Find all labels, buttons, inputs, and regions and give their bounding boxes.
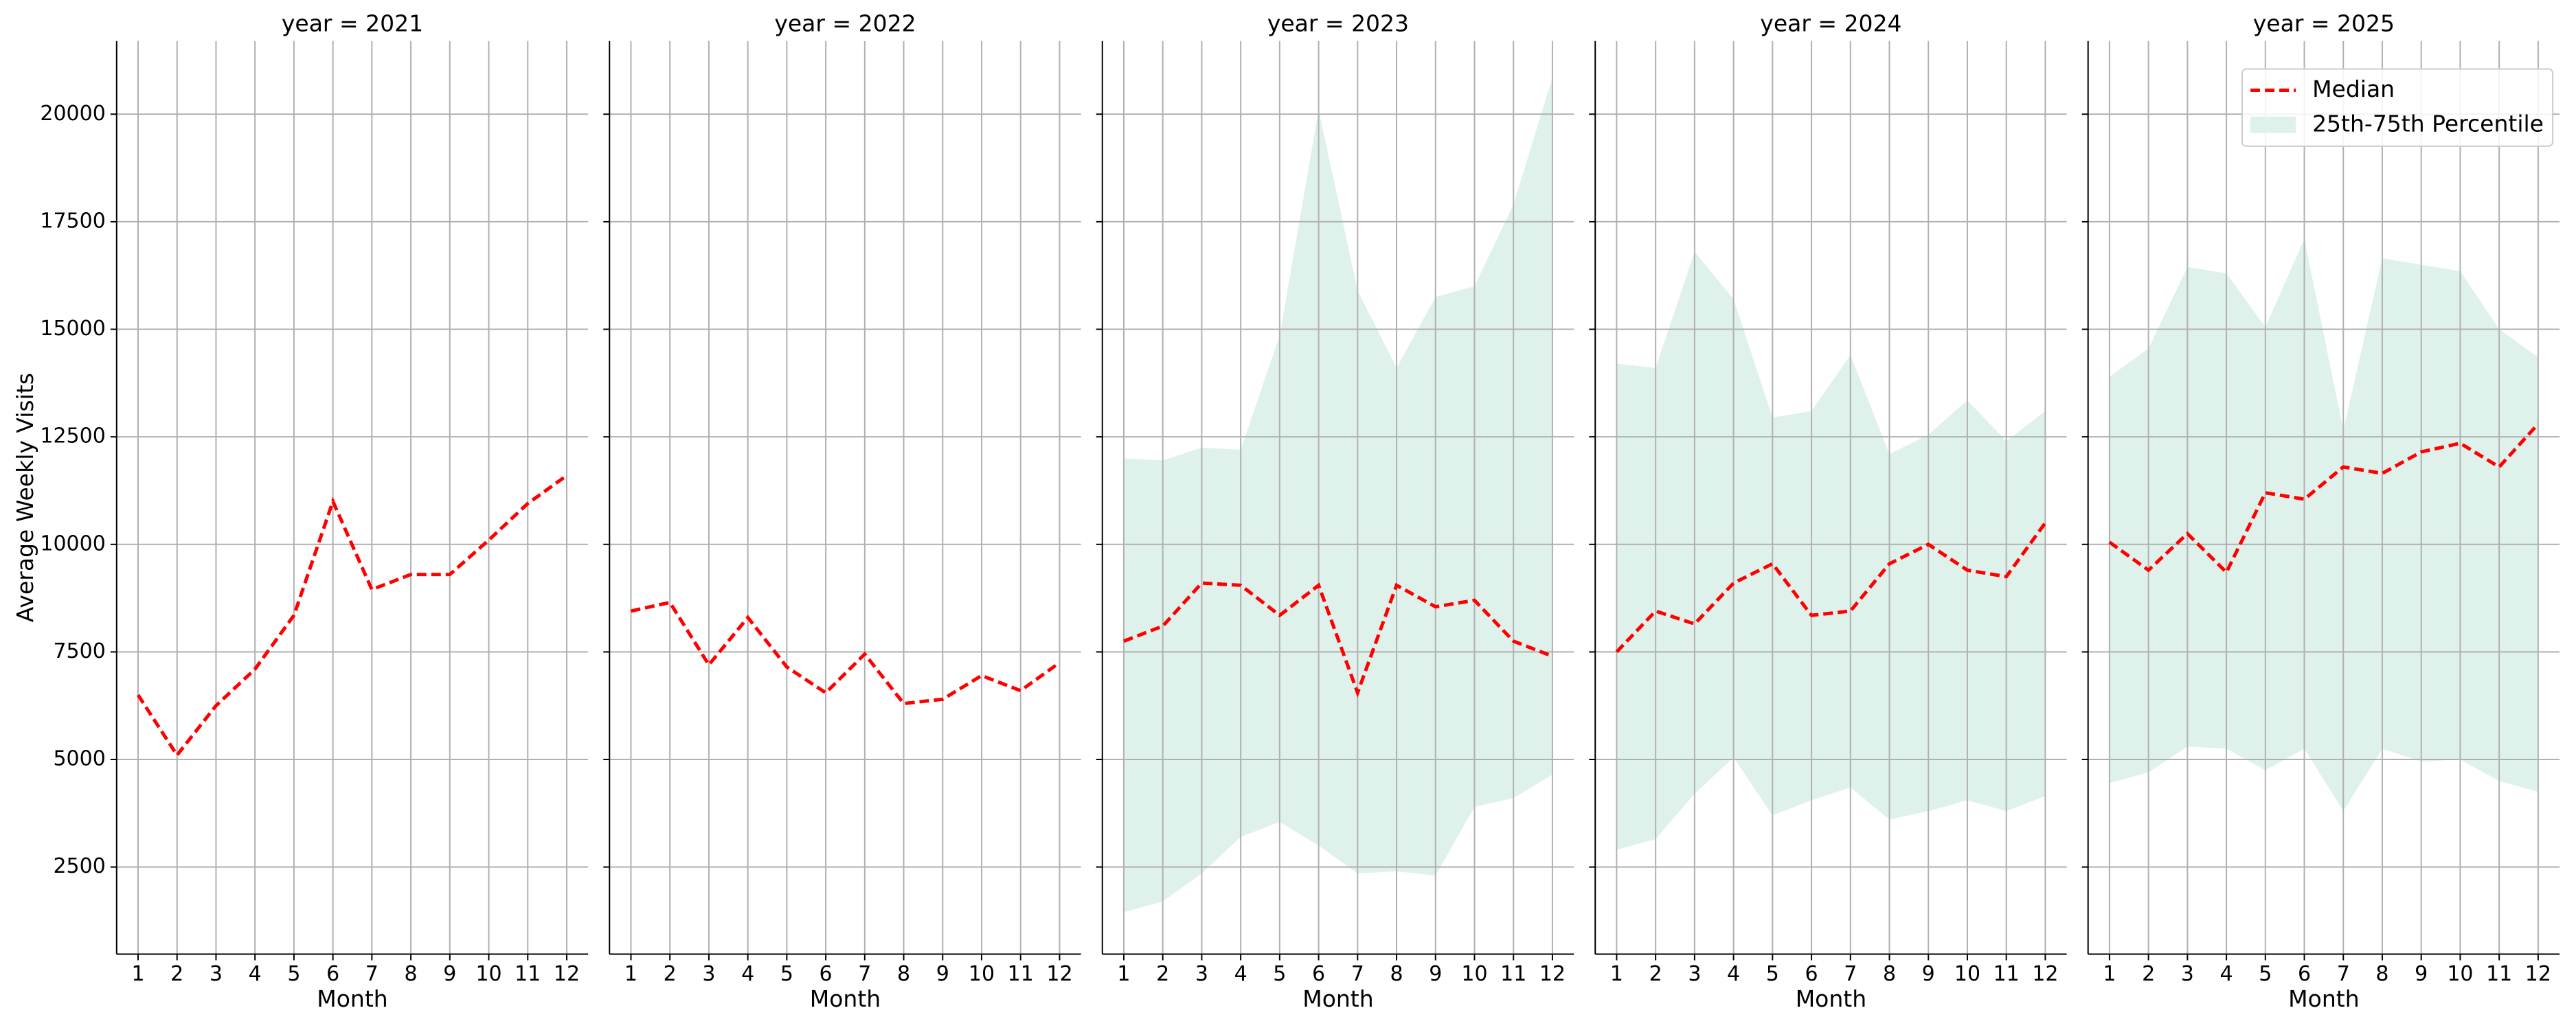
y-tick-label: 7500 bbox=[53, 639, 105, 663]
x-tick-label: 4 bbox=[1234, 962, 1247, 986]
x-axis-label: Month bbox=[317, 985, 387, 1012]
x-tick-label: 12 bbox=[1539, 962, 1566, 986]
x-tick-label: 6 bbox=[326, 962, 339, 986]
panel-title: year = 2025 bbox=[2253, 10, 2395, 36]
panel-title: year = 2024 bbox=[1760, 10, 1901, 36]
x-tick-label: 2 bbox=[170, 962, 183, 986]
x-tick-label: 7 bbox=[2337, 962, 2350, 986]
x-tick-label: 11 bbox=[1993, 962, 2020, 986]
panel-title: year = 2022 bbox=[774, 10, 916, 36]
x-tick-label: 9 bbox=[1429, 962, 1442, 986]
median-line bbox=[1123, 581, 1553, 698]
x-tick-label: 8 bbox=[1390, 962, 1403, 986]
median-line bbox=[2108, 422, 2540, 575]
y-tick-label: 2500 bbox=[53, 854, 105, 878]
x-tick-label: 4 bbox=[1727, 962, 1740, 986]
median-line bbox=[136, 474, 568, 759]
x-tick-label: 9 bbox=[443, 962, 456, 986]
x-tick-label: 11 bbox=[1008, 962, 1034, 986]
x-tick-label: 10 bbox=[1461, 962, 1487, 986]
x-tick-label: 12 bbox=[1046, 962, 1072, 986]
percentile-band bbox=[2109, 238, 2538, 812]
x-tick-label: 4 bbox=[2220, 962, 2233, 986]
x-tick-label: 1 bbox=[2103, 962, 2116, 986]
panel: 1 2 3 4 5 6 7 8 9 10 11 122500500075001000012500150… bbox=[12, 10, 589, 1012]
legend-label: 25th-75th Percentile bbox=[2312, 110, 2544, 137]
x-tick-label: 9 bbox=[1922, 962, 1935, 986]
median-line bbox=[630, 600, 1061, 706]
legend-label: Median bbox=[2312, 76, 2395, 102]
x-tick-label: 3 bbox=[210, 962, 223, 986]
x-tick-label: 10 bbox=[2447, 962, 2473, 986]
x-tick-label: 2 bbox=[2142, 962, 2155, 986]
x-tick-label: 10 bbox=[1954, 962, 1980, 986]
x-tick-label: 11 bbox=[2486, 962, 2512, 986]
x-tick-label: 2 bbox=[664, 962, 677, 986]
x-axis-label: Month bbox=[1796, 985, 1866, 1012]
x-tick-label: 9 bbox=[936, 962, 949, 986]
panel-title: year = 2023 bbox=[1267, 10, 1409, 36]
legend-patch bbox=[2250, 116, 2296, 133]
y-axis-label: Average Weekly Visits bbox=[12, 373, 38, 622]
y-tick-label: 17500 bbox=[40, 209, 105, 233]
x-tick-label: 6 bbox=[2298, 962, 2311, 986]
x-tick-label: 8 bbox=[2375, 962, 2388, 986]
x-tick-label: 9 bbox=[2415, 962, 2428, 986]
x-tick-label: 7 bbox=[365, 962, 379, 986]
x-tick-label: 12 bbox=[2032, 962, 2058, 986]
x-tick-label: 7 bbox=[1351, 962, 1364, 986]
percentile-band bbox=[1616, 251, 2046, 850]
legend: Median 25th-75th Percentile bbox=[2241, 68, 2554, 147]
x-tick-label: 5 bbox=[287, 962, 300, 986]
x-tick-label: 6 bbox=[1312, 962, 1325, 986]
x-tick-label: 3 bbox=[1688, 962, 1701, 986]
x-axis-label: Month bbox=[1302, 985, 1373, 1012]
x-tick-label: 4 bbox=[741, 962, 754, 986]
x-tick-label: 7 bbox=[858, 962, 871, 986]
y-tick-label: 5000 bbox=[53, 747, 105, 771]
x-tick-label: 1 bbox=[624, 962, 637, 986]
x-tick-label: 8 bbox=[405, 962, 418, 986]
x-tick-label: 5 bbox=[1766, 962, 1779, 986]
x-tick-label: 7 bbox=[1844, 962, 1857, 986]
y-tick-label: 12500 bbox=[40, 424, 105, 448]
x-tick-label: 1 bbox=[131, 962, 144, 986]
y-tick-label: 10000 bbox=[40, 531, 105, 556]
median-line bbox=[1615, 521, 2047, 654]
x-tick-label: 8 bbox=[1883, 962, 1896, 986]
panel-title: year = 2021 bbox=[282, 10, 423, 36]
x-tick-label: 4 bbox=[249, 962, 262, 986]
x-tick-label: 3 bbox=[1195, 962, 1208, 986]
x-axis-label: Month bbox=[810, 985, 881, 1012]
y-tick-label: 20000 bbox=[40, 102, 105, 126]
x-tick-label: 6 bbox=[820, 962, 833, 986]
x-tick-label: 12 bbox=[2525, 962, 2551, 986]
x-axis-label: Month bbox=[2288, 985, 2359, 1012]
x-tick-label: 3 bbox=[702, 962, 715, 986]
x-tick-label: 5 bbox=[2259, 962, 2272, 986]
x-tick-label: 11 bbox=[515, 962, 541, 986]
x-tick-label: 2 bbox=[1649, 962, 1662, 986]
x-tick-label: 10 bbox=[969, 962, 995, 986]
x-tick-label: 1 bbox=[1117, 962, 1130, 986]
x-tick-label: 8 bbox=[897, 962, 910, 986]
x-tick-label: 3 bbox=[2181, 962, 2194, 986]
x-tick-label: 1 bbox=[1610, 962, 1623, 986]
x-tick-label: 11 bbox=[1500, 962, 1526, 986]
x-tick-label: 5 bbox=[780, 962, 793, 986]
x-tick-label: 10 bbox=[475, 962, 501, 986]
x-tick-label: 6 bbox=[1805, 962, 1818, 986]
legend-box bbox=[2241, 68, 2554, 147]
y-tick-label: 15000 bbox=[40, 317, 105, 341]
percentile-band bbox=[1123, 78, 1552, 913]
x-tick-label: 12 bbox=[554, 962, 580, 986]
x-tick-label: 2 bbox=[1156, 962, 1169, 986]
x-tick-label: 5 bbox=[1273, 962, 1286, 986]
